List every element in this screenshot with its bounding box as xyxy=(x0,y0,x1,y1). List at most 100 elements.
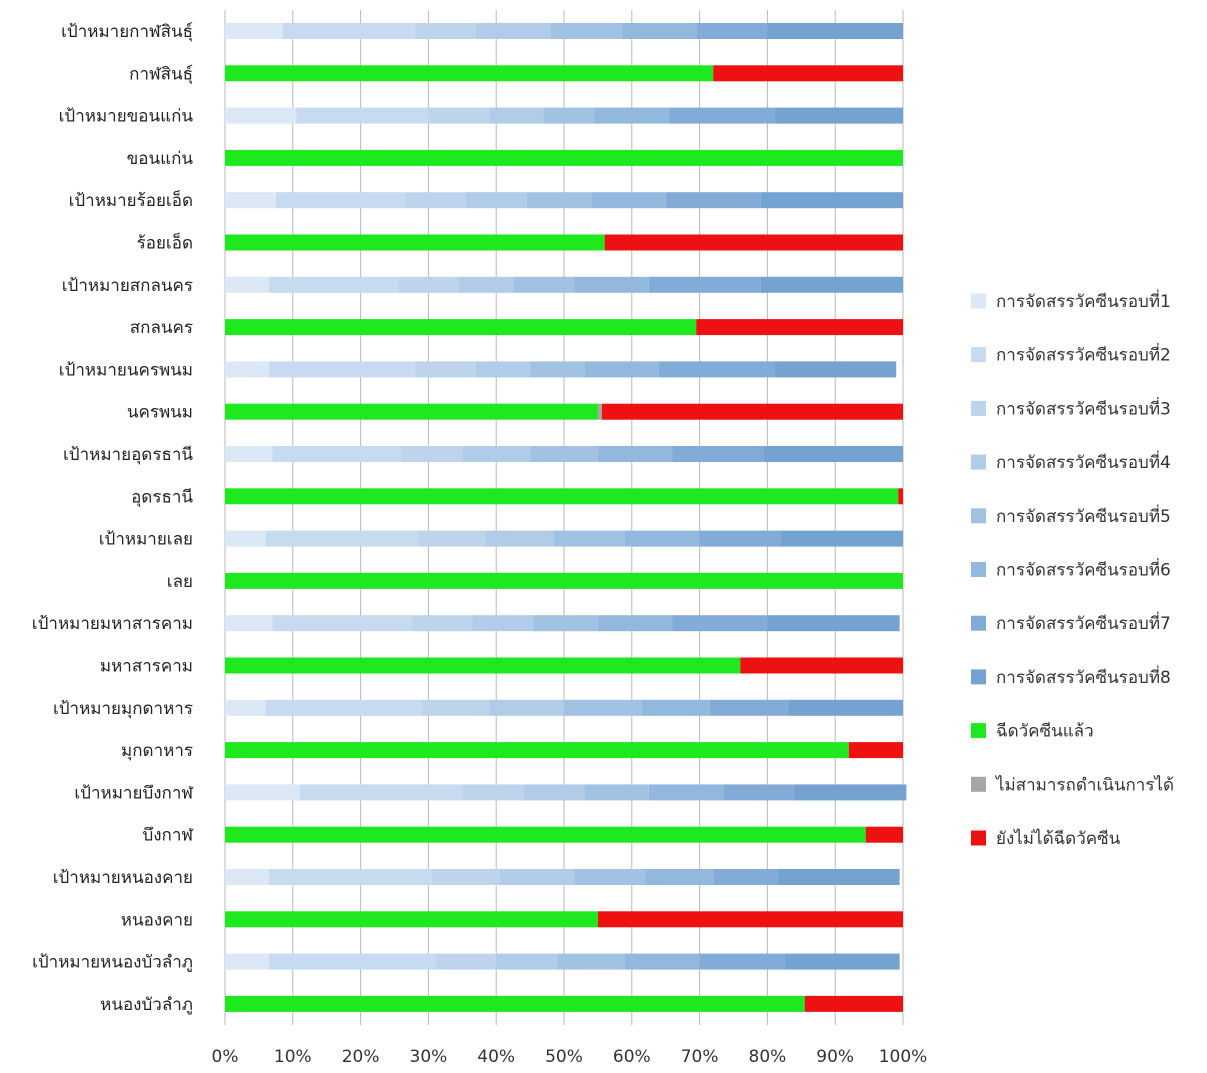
legend-swatch xyxy=(971,776,986,792)
bar-segment xyxy=(411,615,473,632)
bar-segment xyxy=(225,234,605,251)
bar-segment xyxy=(265,530,419,547)
bar-segment xyxy=(435,953,497,970)
legend-swatch xyxy=(971,293,986,309)
legend-swatch xyxy=(971,400,986,416)
legend-label: การจัดสรรวัคซีนรอบที่5 xyxy=(996,504,1171,527)
bar-segment xyxy=(225,446,273,462)
bar-segment xyxy=(269,953,436,970)
legend-swatch xyxy=(971,723,986,739)
bar-segment xyxy=(421,699,490,716)
category-label: ขอนแก่น xyxy=(127,149,194,169)
bar-segment xyxy=(225,699,266,716)
legend-label: การจัดสรรวัคซีนรอบที่6 xyxy=(996,558,1171,581)
bar-segment xyxy=(550,23,622,39)
bar-segment xyxy=(475,23,551,39)
bar-segment xyxy=(225,826,866,843)
bar-segment xyxy=(645,869,714,885)
bar-segment xyxy=(414,361,476,378)
bar-segment xyxy=(597,403,602,420)
category-label: เป้าหมายร้อยเอ็ด xyxy=(69,189,193,211)
legend-swatch xyxy=(971,669,986,685)
legend-swatch xyxy=(971,508,986,524)
bar-segment xyxy=(764,446,903,462)
x-axis-ticks: 0% 10% 20% 30% 40% 50% 60% 70% 80% 90% 100% xyxy=(212,1047,928,1067)
category-label: เป้าหมายบึงกาฬ xyxy=(74,783,194,803)
bar-segment xyxy=(625,530,700,547)
category-labels: เป้าหมายกาฬสินธุ์กาฬสินธุ์เป้าหมายขอนแก่… xyxy=(32,22,195,1015)
bar-segment xyxy=(472,615,534,632)
bar-segment xyxy=(604,234,903,251)
bars xyxy=(225,23,907,1012)
category-label: เป้าหมายเลย xyxy=(99,530,193,550)
bar-segment xyxy=(225,65,714,82)
bar-segment xyxy=(225,657,741,674)
bar-segment xyxy=(513,276,575,293)
legend: การจัดสรรวัคซีนรอบที่1 การจัดสรรวัคซีนรอบ… xyxy=(971,289,1174,849)
bar-segment xyxy=(225,361,270,378)
category-label: บึงกาฬ xyxy=(142,826,194,846)
bar-segment xyxy=(296,107,429,124)
bar-segment xyxy=(523,784,585,801)
legend-label: การจัดสรรวัคซีนรอบที่4 xyxy=(996,450,1171,473)
bar-segment xyxy=(225,995,805,1012)
bar-segment xyxy=(848,742,903,759)
bar-segment xyxy=(225,319,697,336)
bar-segment xyxy=(401,446,463,462)
legend-label: การจัดสรรวัคซีนรอบที่1 xyxy=(996,289,1171,312)
bar-segment xyxy=(475,361,531,378)
legend-label: ไม่สามารถดำเนินการได้ xyxy=(994,774,1174,795)
bar-segment xyxy=(564,699,642,716)
bar-segment xyxy=(465,192,527,209)
bar-segment xyxy=(225,530,266,547)
bar-segment xyxy=(804,995,903,1012)
legend-swatch xyxy=(971,454,986,470)
x-tick-label: 10% xyxy=(274,1047,312,1067)
legend-swatch xyxy=(971,562,986,577)
bar-segment xyxy=(713,869,778,885)
x-tick-label: 90% xyxy=(816,1047,854,1067)
bar-segment xyxy=(462,784,524,801)
category-label: เป้าหมายสกลนคร xyxy=(62,276,193,296)
bar-segment xyxy=(225,149,903,166)
x-tick-label: 50% xyxy=(545,1047,583,1067)
legend-label: การจัดสรรวัคซีนรอบที่8 xyxy=(996,665,1171,688)
legend-label: การจัดสรรวัคซีนรอบที่7 xyxy=(996,611,1171,634)
bar-segment xyxy=(225,615,273,632)
bar-segment xyxy=(225,107,297,124)
x-tick-label: 80% xyxy=(749,1047,787,1067)
bar-segment xyxy=(672,615,768,632)
bar-segment xyxy=(489,107,544,124)
bar-segment xyxy=(533,615,598,632)
bar-segment xyxy=(621,23,697,39)
bar-segment xyxy=(225,953,270,970)
bar-segment xyxy=(723,784,795,801)
bar-segment xyxy=(672,446,765,462)
category-label: เป้าหมายขอนแก่น xyxy=(59,107,194,127)
category-label: เป้าหมายมหาสารคาม xyxy=(32,614,193,634)
bar-segment xyxy=(665,192,761,209)
bar-segment xyxy=(225,403,598,420)
category-label: มหาสารคาม xyxy=(100,657,193,677)
bar-segment xyxy=(658,361,775,378)
bar-segment xyxy=(225,276,270,293)
bar-segment xyxy=(269,361,415,378)
bar-segment xyxy=(299,784,463,801)
bar-segment xyxy=(428,107,490,124)
bar-segment xyxy=(787,699,903,716)
bar-segment xyxy=(496,953,558,970)
bar-segment xyxy=(418,530,487,547)
legend-swatch xyxy=(971,615,986,631)
bar-segment xyxy=(696,319,903,336)
bar-segment xyxy=(225,192,276,209)
bar-segment xyxy=(557,953,626,970)
bar-segment xyxy=(713,65,903,82)
category-label: นครพนม xyxy=(127,403,193,423)
x-tick-label: 30% xyxy=(410,1047,448,1067)
legend-label: ฉีดวัคซีนแล้ว xyxy=(996,722,1094,742)
bar-segment xyxy=(458,276,514,293)
bar-segment xyxy=(777,869,900,885)
bar-segment xyxy=(641,699,710,716)
category-label: สกลนคร xyxy=(130,318,193,338)
